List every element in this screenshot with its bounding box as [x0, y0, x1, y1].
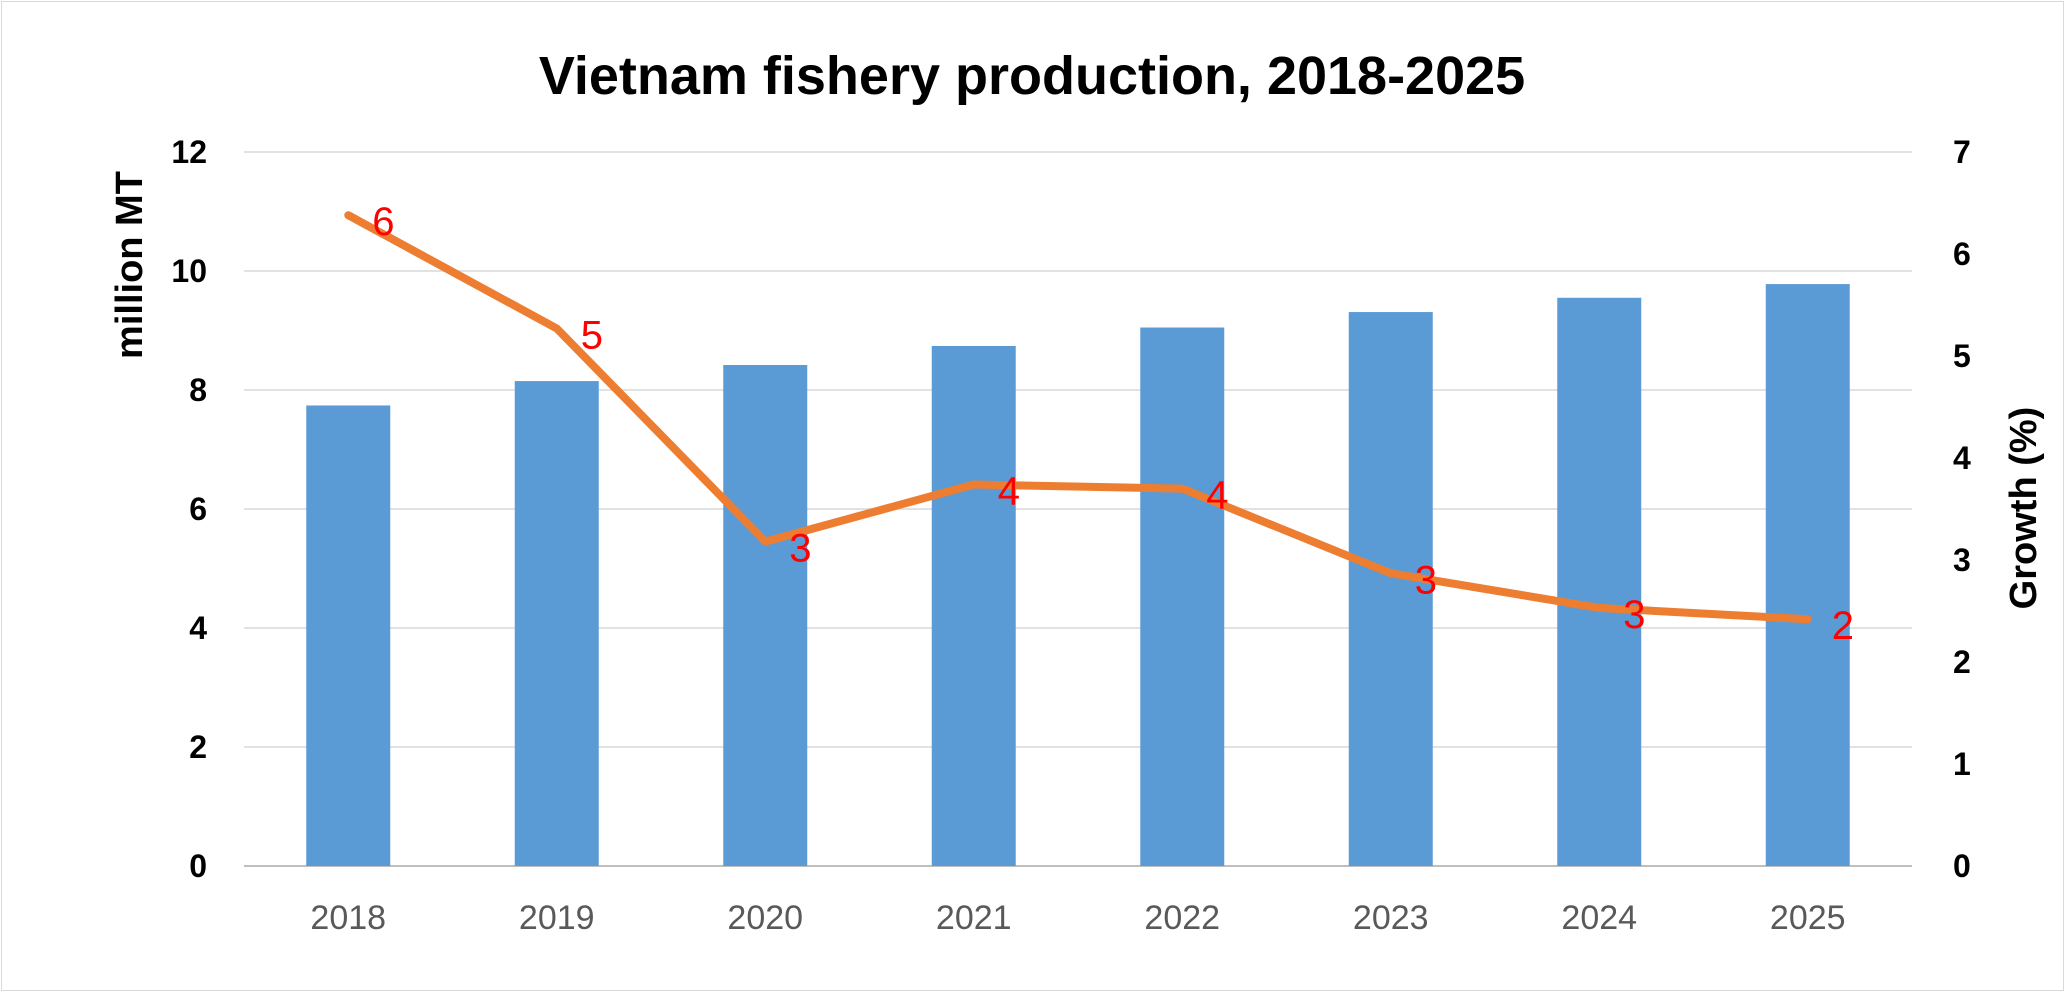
y-right-tick-label: 0: [1953, 848, 1971, 884]
y-left-tick-label: 4: [189, 610, 207, 646]
growth-line: [344, 211, 1812, 624]
x-tick-label: 2018: [310, 899, 386, 937]
bar-2018: [306, 405, 391, 866]
data-label-2022: 4: [1206, 474, 1228, 518]
x-axis: 2018 2019 2020 2021 2022 2023 2024 2025: [310, 899, 1845, 937]
x-tick-label: 2024: [1561, 899, 1637, 937]
y-left-tick-label: 2: [189, 729, 207, 765]
growth-line-series: [344, 211, 1812, 624]
y-axis-right-ticks: 0 1 2 3 4 5 6 7: [1953, 134, 1971, 884]
data-labels: 6 5 3 4 4 3 3 2: [372, 200, 1854, 648]
y-right-tick-label: 5: [1953, 338, 1971, 374]
y-axis-left-title: million MT: [109, 171, 151, 359]
y-right-tick-label: 2: [1953, 644, 1971, 680]
bar-2024: [1557, 297, 1642, 866]
y-left-tick-label: 6: [189, 491, 207, 527]
y-right-tick-label: 1: [1953, 746, 1971, 782]
data-label-2018: 6: [372, 200, 394, 244]
x-tick-label: 2019: [519, 899, 595, 937]
bar-2019: [514, 381, 599, 866]
data-label-2025: 2: [1832, 604, 1854, 648]
x-tick-label: 2022: [1144, 899, 1220, 937]
y-right-tick-label: 7: [1953, 134, 1971, 170]
bar-2023: [1348, 312, 1433, 866]
bar-2022: [1140, 327, 1225, 866]
y-right-tick-label: 6: [1953, 236, 1971, 272]
data-label-2023: 3: [1415, 558, 1437, 602]
chart-title: Vietnam fishery production, 2018-2025: [539, 46, 1525, 106]
x-tick-label: 2021: [936, 899, 1012, 937]
x-tick-label: 2020: [727, 899, 803, 937]
data-label-2024: 3: [1623, 593, 1645, 637]
y-axis-left-ticks: 0 2 4 6 8 10 12: [171, 134, 207, 884]
bar-2021: [931, 345, 1016, 867]
bar-series: [306, 284, 1850, 867]
data-label-2021: 4: [998, 470, 1020, 514]
data-label-2019: 5: [581, 313, 603, 357]
bar-2025: [1765, 284, 1850, 867]
x-tick-label: 2025: [1770, 899, 1846, 937]
x-tick-label: 2023: [1353, 899, 1429, 937]
y-left-tick-label: 8: [189, 372, 207, 408]
y-right-tick-label: 3: [1953, 542, 1971, 578]
y-left-tick-label: 0: [189, 848, 207, 884]
data-label-2020: 3: [789, 527, 811, 571]
y-left-tick-label: 12: [171, 134, 207, 170]
y-right-tick-label: 4: [1953, 440, 1971, 476]
gridlines: [244, 151, 1912, 867]
y-axis-right-title: Growth (%): [2003, 407, 2045, 610]
bar-2020: [723, 365, 808, 866]
y-left-tick-label: 10: [171, 253, 207, 289]
